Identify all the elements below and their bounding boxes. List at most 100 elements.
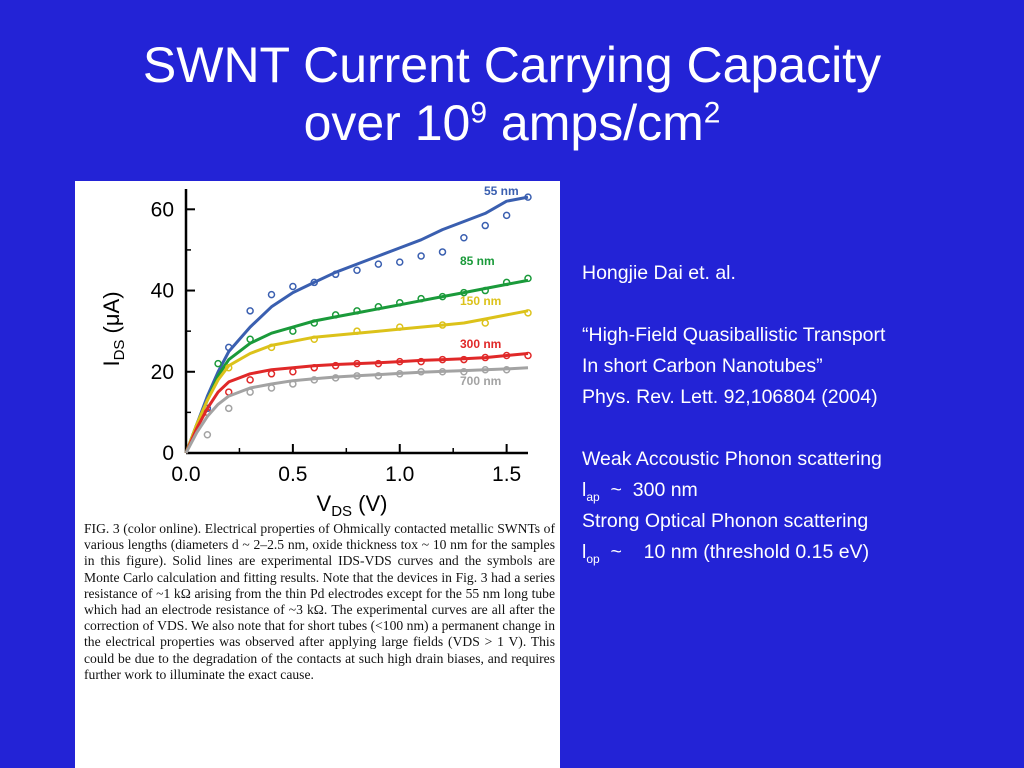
weak-scattering-label: Weak Accoustic Phonon scattering	[582, 448, 882, 470]
mc-point-55nm	[246, 307, 254, 315]
mc-point-55nm	[289, 282, 297, 291]
y-tick-label: 60	[151, 198, 174, 221]
mc-point-85nm	[460, 288, 468, 297]
mc-point-55nm	[396, 258, 404, 266]
mc-point-300nm	[481, 353, 489, 362]
mc-point-300nm	[289, 368, 297, 376]
mc-point-150nm	[524, 309, 532, 317]
y-tick-label: 20	[151, 361, 174, 384]
mc-point-700nm	[267, 384, 276, 392]
mc-point-700nm	[289, 380, 297, 388]
journal-reference: Phys. Rev. Lett. 92,106804 (2004)	[582, 386, 878, 408]
x-axis-label: VDS (V)	[317, 491, 388, 516]
mc-point-85nm	[524, 274, 532, 283]
mc-point-700nm	[438, 368, 447, 376]
mc-point-85nm	[289, 327, 297, 335]
paper-title-line-2: In short Carbon Nanotubes”	[582, 355, 823, 377]
mc-point-300nm	[502, 351, 511, 360]
strong-scattering-label: Strong Optical Phonon scattering	[582, 510, 869, 532]
mc-point-150nm	[481, 319, 489, 327]
x-tick-label: 0.5	[278, 463, 307, 486]
mc-point-700nm	[396, 370, 404, 378]
mc-point-55nm	[353, 266, 361, 274]
series-label: 85 nm	[460, 254, 495, 268]
mc-point-85nm	[438, 292, 447, 301]
mc-point-55nm	[502, 211, 511, 220]
title-line-1: SWNT Current Carrying Capacity	[142, 37, 882, 93]
slide-title: SWNT Current Carrying Capacity over 109 …	[0, 36, 1024, 152]
mc-point-700nm	[310, 376, 318, 384]
paper-title-line-1: “High-Field Quasiballistic Transport	[582, 324, 886, 346]
mc-point-300nm	[460, 355, 468, 364]
series-line-55nm	[184, 195, 529, 454]
mc-point-85nm	[396, 298, 404, 307]
mc-point-300nm	[353, 359, 361, 368]
series-label: 150 nm	[460, 294, 501, 308]
lop-line: lop ~ 10 nm (threshold 0.15 eV)	[582, 537, 1012, 568]
mc-point-55nm	[417, 252, 425, 260]
mc-point-55nm	[374, 260, 383, 268]
mc-point-700nm	[246, 388, 254, 396]
mc-point-700nm	[203, 430, 212, 439]
lap-value: ~ 300 nm	[599, 479, 698, 501]
mc-point-300nm	[331, 361, 340, 370]
mc-point-150nm	[267, 343, 276, 352]
mc-point-55nm	[438, 248, 447, 256]
y-tick-label: 40	[151, 280, 174, 303]
mc-point-85nm	[246, 335, 254, 344]
x-tick-label: 1.0	[385, 463, 414, 486]
mc-point-85nm	[481, 286, 489, 295]
mc-point-55nm	[225, 343, 233, 352]
mc-point-55nm	[460, 233, 468, 242]
figure-caption: FIG. 3 (color online). Electrical proper…	[84, 521, 555, 682]
authors: Hongjie Dai et. al.	[582, 262, 736, 284]
lop-subscript: op	[586, 551, 600, 566]
title-prefix: over 10	[303, 95, 471, 151]
mc-point-85nm	[310, 319, 318, 327]
mc-point-300nm	[267, 370, 276, 378]
mc-point-55nm	[331, 270, 340, 279]
paper-figure: 0.0 0.5 1.0 1.5 0 20 40 60 VDS (V) IDS (μA) 55 nm…	[75, 181, 560, 768]
mc-point-85nm	[417, 294, 425, 303]
title-units: amps/cm	[487, 95, 704, 151]
mc-point-150nm	[396, 323, 404, 331]
mc-point-85nm	[214, 359, 222, 368]
mc-point-700nm	[502, 365, 511, 374]
mc-point-85nm	[502, 278, 511, 287]
mc-point-300nm	[246, 376, 254, 384]
mc-point-700nm	[225, 404, 233, 413]
mc-point-85nm	[331, 311, 340, 319]
mc-point-700nm	[417, 368, 425, 376]
mc-point-300nm	[438, 355, 447, 364]
mc-point-700nm	[353, 372, 361, 380]
series-label: 700 nm	[460, 374, 501, 388]
chart-labels: VDS (V) IDS (μA) 55 nm 85 nm 150 nm 300 nm 700…	[99, 184, 519, 516]
mc-point-150nm	[353, 327, 361, 335]
mc-point-150nm	[310, 335, 318, 344]
mc-point-150nm	[225, 363, 233, 372]
mc-point-55nm	[524, 193, 532, 201]
mc-point-700nm	[460, 368, 468, 376]
mc-point-300nm	[374, 359, 383, 368]
title-line-2: over 109 amps/cm2	[0, 94, 1024, 152]
lap-symbol: l	[582, 479, 587, 501]
series-line-85nm	[184, 278, 529, 454]
mc-point-55nm	[481, 221, 489, 230]
mc-point-150nm	[438, 321, 447, 329]
series-line-700nm	[184, 366, 529, 454]
mc-point-55nm	[310, 278, 318, 287]
mc-point-300nm	[396, 357, 404, 366]
iv-chart: 0.0 0.5 1.0 1.5 0 20 40 60 VDS (V) IDS (μA) 55 nm…	[99, 184, 532, 516]
title-exponent-9: 9	[470, 96, 488, 130]
lop-value: ~ 10 nm (threshold 0.15 eV)	[599, 541, 870, 563]
lop-symbol: l	[582, 541, 587, 563]
mc-point-300nm	[310, 363, 318, 372]
title-exponent-2: 2	[703, 96, 721, 130]
reference-notes: Hongjie Dai et. al. “High-Field Quasibal…	[582, 258, 1012, 568]
mc-point-300nm	[524, 351, 532, 360]
series-line-300nm	[184, 352, 529, 454]
series-label: 55 nm	[484, 184, 519, 198]
mc-point-700nm	[374, 372, 383, 380]
y-tick-label: 0	[162, 442, 174, 465]
mc-point-85nm	[374, 303, 383, 311]
